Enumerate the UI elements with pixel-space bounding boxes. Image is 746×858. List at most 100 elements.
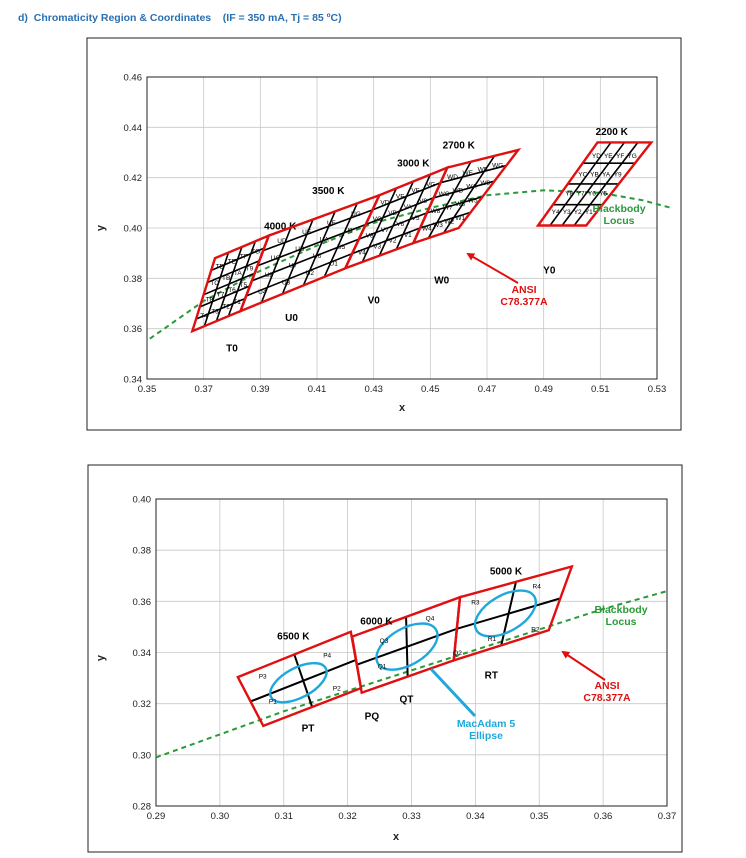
bin-grid-line — [426, 196, 483, 214]
cell-code-label: U4 — [258, 289, 267, 296]
cell-code-label: W3 — [433, 222, 443, 229]
y-tick-label: 0.38 — [124, 274, 143, 285]
bin-outline — [411, 148, 522, 246]
cell-code-label: Y4 — [552, 209, 560, 216]
cell-code-label: W9 — [480, 180, 490, 187]
region-label: W0 — [434, 275, 449, 286]
y-tick-label: 0.34 — [133, 648, 152, 659]
cell-code-label: W8 — [431, 208, 441, 215]
cell-code-label: V4 — [358, 249, 366, 256]
cell-code-label: Y1 — [585, 209, 593, 216]
cell-code-label: T6 — [228, 287, 236, 294]
bin-grid-line — [302, 211, 336, 286]
chart1-x-axis-label: x — [399, 402, 406, 414]
region-label: PQ — [365, 712, 380, 723]
bin-2700k: 2700 K — [411, 141, 522, 246]
cell-code-label: W7 — [443, 205, 453, 212]
chart2-frame — [87, 464, 683, 853]
chart1-ansi-arrow — [466, 252, 519, 284]
cell-code-label: YB — [590, 172, 599, 179]
x-tick-label: 0.30 — [211, 811, 230, 822]
x-tick-label: 0.32 — [338, 811, 357, 822]
bin-grid-line — [378, 181, 415, 257]
cct-label: 5000 K — [490, 567, 523, 578]
cell-code-label: WB — [453, 187, 463, 194]
cell-code-label: T9 — [246, 265, 254, 272]
cell-code-label: U3 — [282, 279, 291, 286]
y-tick-label: 0.34 — [124, 375, 143, 386]
bin-grid-line — [281, 219, 314, 295]
bin-grid-line — [427, 161, 472, 239]
cell-code-label: TD — [216, 263, 225, 270]
cell-code-label: UA — [320, 237, 330, 244]
chart2-ansi-arrow — [561, 650, 606, 681]
chart2-y-ticks: 0.28 0.30 0.32 0.34 0.36 0.38 0.40 — [133, 495, 152, 813]
cell-code-label: Y3 — [563, 209, 571, 216]
chart1-bins: 4000 K 3500 K 3000 K 2700 K 2200 K — [190, 127, 654, 334]
chart2-y-axis-label: y — [95, 654, 107, 661]
bin-grid-line — [260, 227, 292, 303]
cell-code-label: U7 — [289, 263, 298, 270]
y-tick-label: 0.30 — [133, 750, 152, 761]
chart2-ellipse-label-line2: Ellipse — [469, 730, 503, 742]
chart2-blackbody-label-line2: Locus — [606, 616, 637, 628]
cell-code-label: V8 — [366, 233, 374, 240]
chart1-ansi-label-line2: C78.377A — [500, 296, 548, 308]
x-tick-label: 0.31 — [275, 811, 294, 822]
y-tick-label: 0.40 — [124, 224, 143, 235]
cell-code-label: V9 — [419, 198, 427, 205]
cell-code-label: U5 — [337, 244, 346, 251]
region-label: U0 — [285, 313, 298, 324]
chart-heading: d) Chromaticity Region & Coordinates (IF… — [18, 12, 342, 24]
cell-code-label: YC — [578, 172, 587, 179]
cell-code-label: T1 — [233, 299, 241, 306]
x-tick-label: 0.35 — [530, 811, 549, 822]
cell-code-label: VF — [411, 187, 419, 194]
bin-grid-line — [262, 209, 373, 252]
bin-outline — [452, 564, 574, 663]
bin-grid-line — [419, 211, 471, 229]
bin-2200k: 2200 K — [535, 127, 654, 227]
cell-code-label: UC — [271, 255, 281, 262]
cell-code-label: TF — [240, 253, 248, 260]
cell-code-label: YA — [602, 172, 611, 179]
cell-code-label: UE — [302, 229, 312, 236]
cell-code-label: TA — [234, 270, 242, 277]
y-tick-label: 0.36 — [133, 597, 152, 608]
chart1-ansi-label-line1: ANSI — [511, 284, 536, 296]
cell-code-label: V7 — [381, 227, 389, 234]
region-label: QT — [399, 694, 413, 705]
chart2-blackbody-locus — [155, 590, 668, 759]
sub-bin-label: P3 — [259, 674, 267, 681]
chart2-x-axis-label: x — [393, 831, 400, 843]
cell-code-label: VA — [404, 204, 413, 211]
cell-code-label: Y9 — [614, 172, 622, 179]
x-tick-label: 0.34 — [466, 811, 485, 822]
cell-code-label: W4 — [422, 225, 432, 232]
cell-code-label: UD — [277, 238, 287, 245]
bin-grid-line — [351, 227, 421, 255]
bin-grid-line — [433, 180, 495, 199]
bin-grid-line — [323, 203, 358, 278]
macadam-ellipse — [375, 622, 439, 671]
sub-bin-label: R3 — [471, 599, 480, 606]
region-label: Y0 — [543, 265, 556, 276]
y-tick-label: 0.46 — [124, 73, 143, 84]
bin-3500k: 3500 K — [238, 186, 382, 314]
region-label: V0 — [368, 296, 381, 307]
cell-code-label: YF — [616, 153, 624, 160]
x-tick-label: 0.35 — [138, 384, 157, 395]
chart1-blackbody-label-line2: Locus — [604, 215, 635, 227]
cell-code-label: VD — [380, 200, 389, 207]
x-tick-label: 0.43 — [364, 384, 383, 395]
bin-grid-line — [358, 212, 428, 240]
chromaticity-chart-cool: 0.29 0.30 0.31 0.32 0.33 0.34 0.35 0.36 0.37 0.2… — [87, 464, 683, 853]
x-tick-label: 0.37 — [194, 384, 213, 395]
x-tick-label: 0.33 — [402, 811, 421, 822]
sub-bin-label: P4 — [323, 653, 331, 660]
chart1-x-ticks: 0.35 0.37 0.39 0.41 0.43 0.45 0.47 0.49 0.51 0.53 — [138, 384, 667, 395]
chart2-ellipse-label-line1: MacAdam 5 — [457, 718, 516, 730]
heading-prefix: d) — [18, 12, 28, 24]
chromaticity-chart-wide: 0.35 0.37 0.39 0.41 0.43 0.45 0.47 0.49 0.51 0.53… — [86, 37, 682, 431]
y-tick-label: 0.32 — [133, 699, 152, 710]
